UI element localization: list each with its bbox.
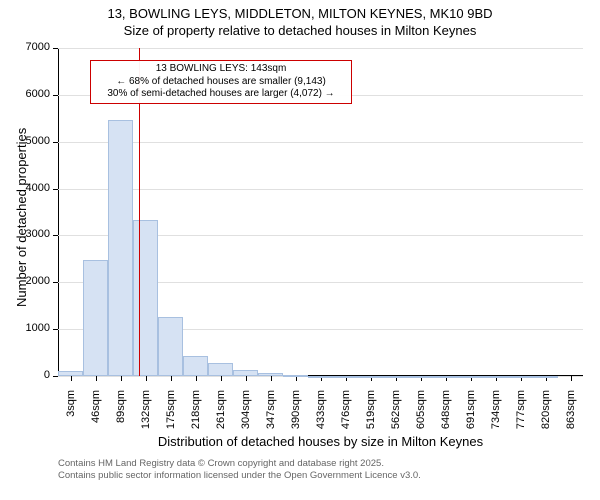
marker-annotation: 13 BOWLING LEYS: 143sqm← 68% of detached… (90, 60, 352, 104)
histogram-bar (483, 376, 508, 378)
xtick-label: 89sqm (115, 390, 127, 440)
xtick-mark (96, 376, 97, 381)
xtick-label: 347sqm (265, 390, 277, 440)
xtick-mark (121, 376, 122, 381)
histogram-bar (133, 220, 158, 376)
xtick-label: 605sqm (415, 390, 427, 440)
ytick-label: 7000 (0, 41, 50, 53)
histogram-bar (233, 370, 258, 376)
xtick-label: 820sqm (540, 390, 552, 440)
xtick-label: 734sqm (490, 390, 502, 440)
annotation-line: ← 68% of detached houses are smaller (9,… (95, 76, 347, 89)
xtick-label: 562sqm (390, 390, 402, 440)
ytick-label: 0 (0, 369, 50, 381)
xtick-label: 691sqm (465, 390, 477, 440)
histogram-bar (183, 356, 208, 376)
histogram-bar (108, 120, 133, 376)
xtick-mark (246, 376, 247, 381)
xtick-mark (571, 376, 572, 381)
ytick-label: 1000 (0, 322, 50, 334)
histogram-bar (383, 376, 408, 378)
xtick-mark (196, 376, 197, 381)
chart-container: 13, BOWLING LEYS, MIDDLETON, MILTON KEYN… (0, 0, 600, 500)
ytick-mark (53, 282, 58, 283)
xtick-mark (146, 376, 147, 381)
xtick-label: 3sqm (65, 390, 77, 440)
histogram-bar (258, 373, 283, 376)
xtick-label: 476sqm (340, 390, 352, 440)
xtick-label: 433sqm (315, 390, 327, 440)
xtick-label: 304sqm (240, 390, 252, 440)
ytick-mark (53, 95, 58, 96)
xtick-mark (71, 376, 72, 381)
histogram-bar (358, 376, 383, 378)
annotation-line: 13 BOWLING LEYS: 143sqm (95, 63, 347, 76)
xtick-label: 390sqm (290, 390, 302, 440)
xtick-label: 132sqm (140, 390, 152, 440)
annotation-line: 30% of semi-detached houses are larger (… (95, 88, 347, 101)
histogram-bar (508, 376, 533, 378)
ytick-label: 6000 (0, 88, 50, 100)
ytick-mark (53, 189, 58, 190)
xtick-label: 261sqm (215, 390, 227, 440)
ytick-label: 5000 (0, 135, 50, 147)
xtick-label: 175sqm (165, 390, 177, 440)
ytick-label: 3000 (0, 228, 50, 240)
histogram-bar (458, 376, 483, 378)
attribution-line2: Contains public sector information licen… (58, 470, 421, 482)
xtick-label: 218sqm (190, 390, 202, 440)
xtick-label: 863sqm (565, 390, 577, 440)
ytick-mark (53, 48, 58, 49)
ytick-label: 2000 (0, 275, 50, 287)
ytick-mark (53, 142, 58, 143)
attribution: Contains HM Land Registry data © Crown c… (58, 458, 421, 483)
ytick-mark (53, 235, 58, 236)
gridline (58, 48, 583, 49)
histogram-bar (308, 376, 333, 378)
xtick-mark (171, 376, 172, 381)
gridline (58, 142, 583, 143)
histogram-bar (408, 376, 433, 378)
ytick-mark (53, 329, 58, 330)
xtick-label: 46sqm (90, 390, 102, 440)
attribution-line1: Contains HM Land Registry data © Crown c… (58, 458, 421, 470)
histogram-bar (158, 317, 183, 376)
xtick-label: 648sqm (440, 390, 452, 440)
histogram-bar (433, 376, 458, 378)
histogram-bar (83, 260, 108, 376)
xtick-mark (271, 376, 272, 381)
histogram-bar (58, 371, 83, 376)
histogram-bar (533, 376, 558, 378)
histogram-bar (283, 375, 308, 377)
histogram-bar (208, 363, 233, 376)
ytick-mark (53, 376, 58, 377)
xtick-label: 519sqm (365, 390, 377, 440)
histogram-bar (333, 376, 358, 378)
chart-title-line1: 13, BOWLING LEYS, MIDDLETON, MILTON KEYN… (0, 6, 600, 21)
xtick-label: 777sqm (515, 390, 527, 440)
chart-title-line2: Size of property relative to detached ho… (0, 23, 600, 38)
xtick-mark (221, 376, 222, 381)
gridline (58, 189, 583, 190)
ytick-label: 4000 (0, 182, 50, 194)
